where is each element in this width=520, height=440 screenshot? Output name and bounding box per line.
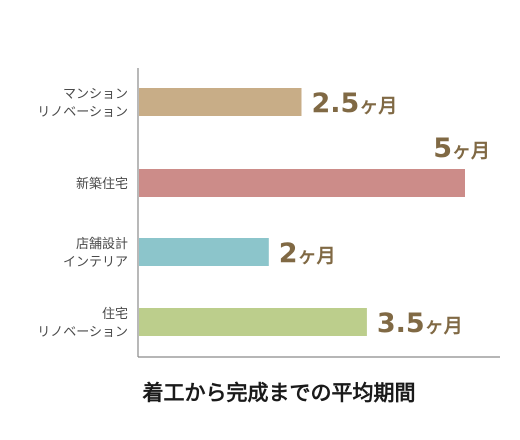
bar-1 (139, 169, 465, 197)
value-label-2: 2ヶ月 (279, 238, 336, 269)
category-label-2-1: インテリア (63, 255, 128, 270)
value-label-1: 5ヶ月 (433, 133, 490, 164)
category-label-3-0: 住宅 (102, 307, 128, 322)
value-label-0: 2.5ヶ月 (312, 88, 398, 119)
bar-2 (139, 238, 269, 266)
chart-title: 着工から完成までの平均期間 (142, 381, 416, 405)
category-label-3-1: リノベーション (37, 325, 128, 340)
bar-0 (139, 88, 302, 116)
category-label-0-1: リノベーション (37, 105, 128, 120)
value-label-3: 3.5ヶ月 (377, 308, 463, 339)
bar-3 (139, 308, 367, 336)
category-label-0-0: マンション (63, 87, 128, 102)
category-label-2-0: 店舗設計 (76, 236, 128, 252)
category-label-1-0: 新築住宅 (76, 176, 128, 192)
chart-axes (137, 68, 500, 358)
value-labels: 2.5ヶ月 5ヶ月 2ヶ月 3.5ヶ月 (279, 88, 490, 339)
chart-bars (139, 88, 465, 336)
